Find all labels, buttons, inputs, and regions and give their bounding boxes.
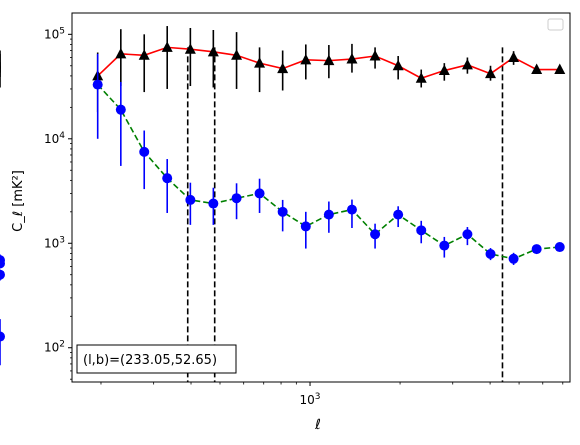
data-point-triangle [207,45,219,57]
data-point-triangle [415,72,427,83]
data-point-triangle [346,53,358,64]
series-layer [0,26,566,366]
data-point-triangle [323,54,335,66]
data-point-circle [277,206,288,217]
data-point-circle [185,194,196,205]
data-point-circle [485,248,496,259]
data-point-triangle [554,63,566,75]
data-point-circle [323,209,334,220]
series-group-1 [0,53,565,366]
y-axis-label: C_ℓ [mK²] [11,170,26,232]
data-point-circle [0,331,5,342]
data-point-circle [300,221,311,232]
data-point-triangle [461,58,473,70]
data-point-triangle [184,43,196,54]
vertical-lines [186,47,504,382]
y-tick-label: 104 [44,131,65,146]
data-point-circle [0,269,5,280]
data-point-circle [115,104,126,115]
y-tick-label: 105 [44,26,65,41]
data-point-circle [531,244,542,255]
data-point-triangle [392,59,404,71]
data-point-circle [231,193,242,204]
data-point-triangle [277,62,289,74]
data-point-triangle [369,50,381,61]
data-point-circle [208,198,219,209]
data-point-circle [393,209,404,220]
data-point-circle [439,240,450,251]
plot-frame [71,12,571,383]
data-point-triangle [231,49,243,60]
legend-box [547,18,564,31]
data-point-circle [554,242,565,253]
x-tick-label: 103 [300,392,321,407]
data-point-triangle [438,64,450,76]
data-point-triangle [508,51,520,63]
data-point-triangle [115,47,127,59]
data-point-circle [346,204,357,215]
data-point-triangle [300,53,312,65]
data-point-circle [139,146,150,157]
data-point-triangle [485,67,497,79]
data-point-circle [462,229,473,240]
data-point-triangle [254,57,266,68]
x-axis-label: ℓ [314,417,321,433]
data-point-triangle [138,49,150,60]
data-point-triangle [161,41,173,52]
data-point-circle [92,79,103,90]
data-point-circle [162,173,173,184]
data-point-circle [370,229,381,240]
data-point-circle [0,255,5,266]
y-tick-label: 102 [44,340,65,355]
y-tick-label: 103 [44,235,65,250]
data-point-triangle [531,63,543,75]
axes-layer: 102 103 104 105 103 [44,26,564,407]
series-group-0 [0,26,566,113]
data-point-circle [508,253,519,264]
annotation-text: (l,b)=(233.05,52.65) [83,353,217,368]
data-point-circle [416,225,427,236]
data-point-circle [254,188,265,199]
annotation-box [76,344,237,374]
